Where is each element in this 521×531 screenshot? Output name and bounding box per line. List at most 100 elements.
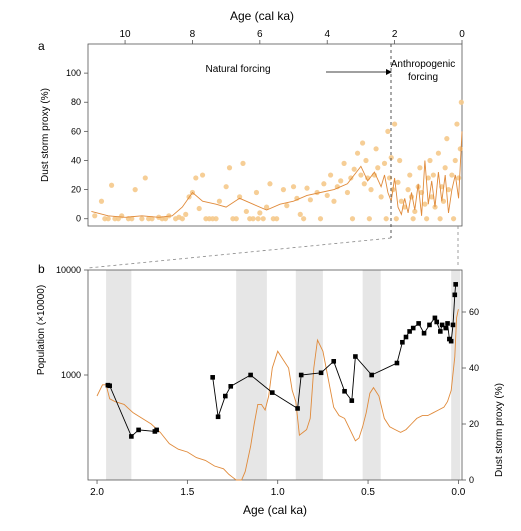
data-point-a [129,216,135,222]
smoothed-line-a [91,131,463,218]
x-tick-label-b: 1.5 [180,487,194,498]
forcing-arrow-head [386,69,392,75]
y-tick-label-b-left: 10000 [56,265,81,275]
data-point-a [253,189,260,196]
population-marker [453,282,458,287]
population-marker [369,372,374,378]
data-point-a [105,216,111,222]
data-point-a [358,172,364,178]
data-point-a [452,157,458,164]
data-point-a [317,216,324,222]
panel-b-population [105,282,458,439]
x-tick-label-a: 6 [257,29,263,40]
data-point-a [237,194,243,200]
data-point-a [456,175,462,181]
x-tick-label-a: 0 [459,29,465,40]
data-point-a [146,216,152,222]
data-point-a [297,211,303,217]
data-point-a [348,175,354,181]
data-point-a [240,160,246,166]
population-marker [394,360,400,366]
data-point-a [226,165,233,171]
x-tick-label-a: 4 [324,29,330,40]
data-point-a [263,204,270,210]
y-tick-label-a: 20 [71,185,81,195]
population-marker [445,321,450,326]
x-tick-label-a: 10 [120,29,132,40]
panel-b-label: b [38,262,45,276]
population-marker [452,292,458,298]
panel-b-y-left-label: Population (×10000) [36,285,47,375]
data-point-a [430,172,436,178]
x-tick-label-a: 2 [392,29,398,40]
population-marker [416,321,421,326]
data-point-a [304,185,310,191]
population-marker [318,370,324,376]
data-point-a [393,216,399,222]
data-point-a [216,198,223,204]
data-point-a [435,150,442,156]
y-tick-label-b-right: 60 [469,307,479,317]
data-point-a [412,208,418,215]
data-point-a [437,216,443,222]
panel-b-dust-line [96,309,459,481]
data-point-a [395,179,401,185]
data-point-a [351,166,357,172]
data-point-a [397,157,403,164]
data-point-a [142,175,148,181]
x-tick-label-b: 0.0 [451,487,465,498]
dust-line-b [96,309,459,481]
population-marker [443,325,449,331]
x-tick-label-a: 8 [190,29,196,40]
population-marker [298,372,304,378]
y-tick-label-a: 0 [76,214,81,224]
y-tick-label-b-right: 20 [469,419,479,429]
data-point-a [199,172,206,178]
data-point-a [375,165,381,171]
data-point-a [341,160,347,166]
data-point-a [360,140,366,146]
population-marker [403,334,409,340]
data-point-a [179,216,185,222]
data-point-a [378,194,384,200]
data-point-a [344,189,351,196]
population-marker [136,427,141,433]
data-point-a [223,184,229,190]
population-marker [438,329,443,334]
y-tick-label-a: 80 [71,97,81,107]
x-tick-label-b: 1.0 [271,487,285,498]
data-point-a [444,136,450,142]
panel-a-label: a [38,39,45,53]
data-point-a [132,187,138,193]
population-marker [448,338,454,344]
data-point-a [331,198,337,204]
population-marker [269,390,275,395]
anthropogenic-label-2: forcing [408,72,438,83]
shaded-band [106,270,132,480]
panel-a-points [92,99,464,222]
natural-forcing-label: Natural forcing [205,64,270,75]
data-point-a [257,210,263,216]
data-point-a [424,216,430,222]
population-marker [228,384,234,389]
data-point-a [92,213,98,219]
data-point-a [410,216,416,222]
data-point-a [366,216,372,222]
population-marker [407,329,412,334]
shaded-band [451,270,461,480]
population-marker [107,383,112,389]
data-point-a [290,184,297,190]
data-point-a [193,175,199,181]
data-point-a [108,182,115,188]
population-marker [349,398,355,403]
data-point-a [383,216,389,222]
data-point-a [449,172,455,178]
data-point-a [115,216,121,222]
data-point-a [307,197,313,203]
data-point-a [243,208,249,215]
population-marker [353,354,358,359]
x-tick-label-b: 2.0 [90,487,104,498]
data-point-a [270,216,276,222]
panel-b-frame [87,269,463,481]
data-point-a [425,175,431,181]
